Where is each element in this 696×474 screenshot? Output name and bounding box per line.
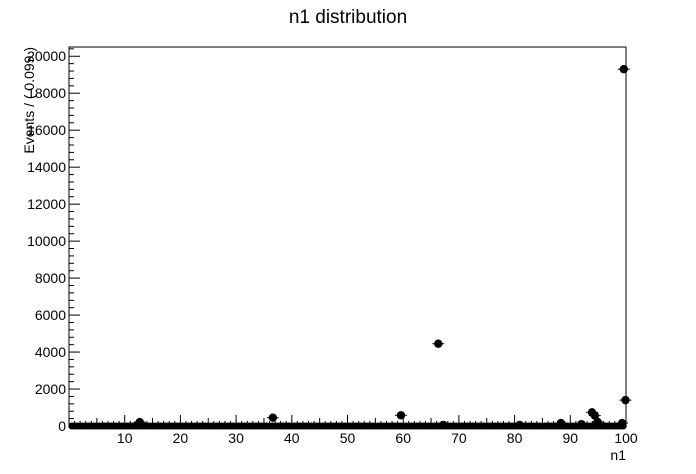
- x-tick-label: 70: [451, 430, 467, 446]
- y-tick-label: 4000: [35, 344, 66, 360]
- x-tick-label: 80: [507, 430, 523, 446]
- data-point: [588, 411, 601, 420]
- data-point: [133, 417, 146, 427]
- x-tick-label: 40: [284, 430, 300, 446]
- point-marker: [434, 339, 443, 348]
- x-tick-label: 60: [395, 430, 411, 446]
- x-tick-label: 10: [117, 430, 133, 446]
- data-point: [266, 413, 279, 422]
- point-marker: [617, 418, 627, 428]
- y-axis-title: Events / ( 0.099 ): [21, 47, 37, 154]
- point-marker: [577, 419, 586, 429]
- data-point: [617, 64, 630, 74]
- point-marker: [439, 420, 448, 430]
- y-tick-label: 12000: [27, 196, 66, 212]
- y-tick-label: 8000: [35, 270, 66, 286]
- point-marker: [621, 395, 630, 405]
- data-point: [554, 418, 567, 428]
- data-point: [591, 417, 604, 427]
- point-marker: [556, 418, 566, 428]
- data-point: [432, 339, 445, 348]
- plot-frame: [68, 46, 627, 427]
- x-tick-label: 20: [173, 430, 189, 446]
- point-marker: [593, 417, 602, 427]
- data-points: [133, 64, 632, 430]
- axes: 10 20 30 40 50 60 70 80 90 100 0 2000 4000 6000 8000 10…: [27, 48, 638, 446]
- data-point: [575, 419, 588, 429]
- data-point: [437, 420, 450, 430]
- y-tick-label: 14000: [27, 159, 66, 175]
- y-tick-label: 0: [58, 418, 66, 434]
- y-tick-label: 18000: [27, 85, 66, 101]
- x-tick-label: 90: [563, 430, 579, 446]
- data-point: [513, 420, 526, 430]
- y-tick-label: 2000: [35, 381, 66, 397]
- y-tick-label: 16000: [27, 122, 66, 138]
- point-marker: [590, 411, 600, 420]
- x-tick-label: 50: [340, 430, 356, 446]
- y-tick-label: 6000: [35, 307, 66, 323]
- point-marker: [619, 64, 628, 74]
- y-tick-label: 20000: [27, 48, 66, 64]
- x-axis-title: n1: [610, 447, 626, 463]
- point-marker: [268, 413, 278, 422]
- y-tick-label: 10000: [27, 233, 66, 249]
- data-point: [394, 411, 407, 420]
- data-point: [616, 418, 629, 428]
- point-marker: [515, 420, 524, 430]
- x-tick-label: 30: [228, 430, 244, 446]
- baseline-markers: [68, 422, 627, 430]
- point-marker: [135, 417, 144, 427]
- data-point: [619, 395, 632, 405]
- chart-title: n1 distribution: [289, 7, 407, 28]
- point-marker: [396, 411, 406, 420]
- x-tick-label: 100: [614, 430, 638, 446]
